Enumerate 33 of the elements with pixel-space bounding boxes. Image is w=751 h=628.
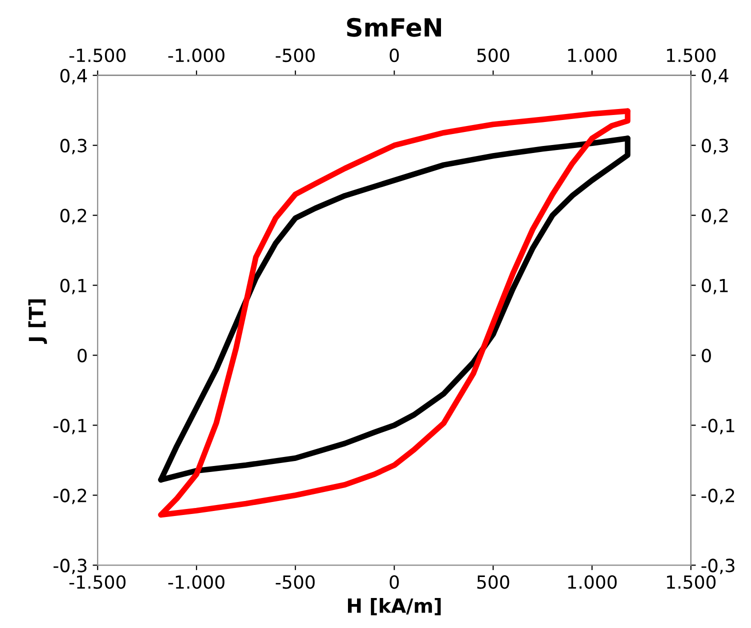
x2-tick-label: 0 (390, 48, 399, 62)
y2-tick-label: 0,3 (702, 138, 728, 154)
x2-tick-label: -1.500 (69, 48, 126, 62)
x-tick-label: 0 (390, 575, 399, 589)
y2-tick-label: -0,2 (702, 488, 734, 504)
y2-tick-label: -0,1 (702, 418, 734, 434)
y-tick-label: 0,4 (60, 68, 87, 84)
y2-tick-label: -0,3 (702, 558, 734, 574)
y-tick-label: 0,1 (60, 278, 86, 294)
x2-tick-label: 1.000 (568, 48, 617, 62)
x-tick-label: 1.000 (568, 575, 617, 589)
x2-tick-label: -1.000 (168, 48, 224, 62)
x-tick-label: 500 (477, 575, 510, 589)
y-tick-label: 0 (78, 348, 87, 362)
y-tick-label: -0,1 (54, 418, 86, 434)
x-tick-label: -1.000 (168, 575, 224, 589)
y2-tick-label: 0,4 (702, 68, 728, 84)
x-axis-title: H [kA/m] (348, 598, 441, 616)
y-tick-label: 0,2 (60, 208, 86, 224)
y-tick-label: -0,3 (54, 558, 86, 574)
x-tick-label: -500 (276, 575, 315, 589)
chart-title: SmFeN (347, 18, 441, 37)
y-axis-title: J [T] (28, 299, 47, 344)
y2-tick-label: 0 (702, 348, 711, 362)
x2-tick-label: -500 (276, 48, 315, 62)
x-tick-label: 1.500 (667, 575, 716, 589)
y-tick-label: 0,3 (60, 138, 86, 154)
x2-tick-label: 1.500 (667, 48, 716, 62)
y2-tick-label: 0,1 (702, 278, 728, 294)
x-tick-label: -1.500 (69, 575, 126, 589)
y-tick-label: -0,2 (54, 488, 86, 504)
x2-tick-label: 500 (477, 48, 510, 62)
y2-tick-label: 0,2 (702, 208, 728, 224)
